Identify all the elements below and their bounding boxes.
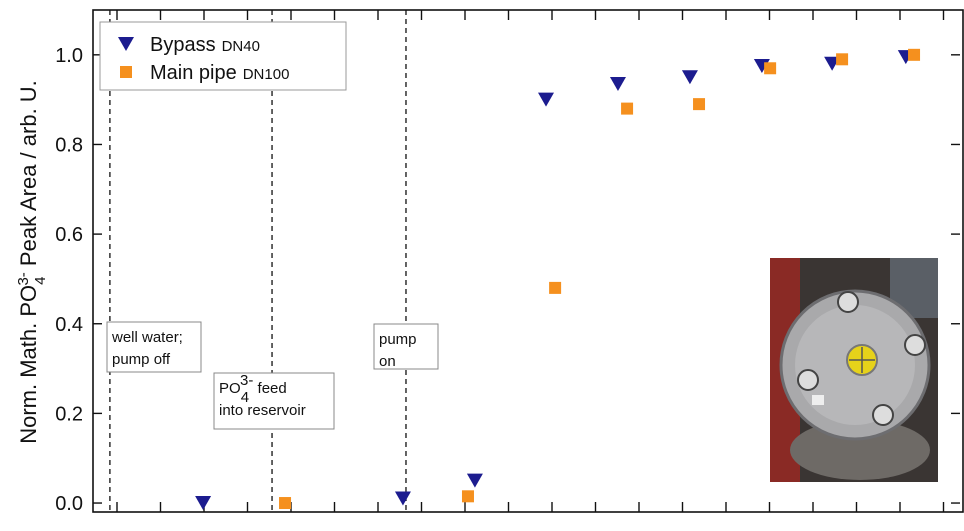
legend-name: Bypass [150, 34, 216, 56]
marker-triangle [538, 92, 555, 107]
legend-marker [120, 66, 132, 78]
plot-frame [92, 9, 964, 513]
legend-label: Main pipe DN100 [150, 62, 289, 84]
annotation-box [373, 323, 439, 370]
annotation-part: 4 [241, 389, 249, 406]
y-tick-label: 0.8 [55, 134, 83, 156]
y-label-part: 4 [32, 277, 49, 285]
annotation-part: into reservoir [219, 402, 306, 419]
marker-triangle [466, 473, 483, 488]
annotation-part: pump [379, 331, 417, 348]
marker-square [836, 53, 849, 66]
y-label-part: Peak Area / arb. U. [16, 80, 41, 272]
marker-square [764, 62, 777, 75]
legend-note: DN100 [243, 66, 290, 83]
marker-square [549, 281, 562, 294]
legend-name: Main pipe [150, 62, 237, 84]
legend-box [99, 21, 347, 91]
annotation-text: into reservoir [219, 402, 306, 419]
marker-square [279, 497, 292, 510]
y-tick-label: 1.0 [55, 45, 83, 67]
annotation-text: PO43- feed [219, 372, 287, 406]
y-label-part: 3- [15, 272, 32, 285]
annotation-box [213, 372, 335, 430]
marker-triangle [394, 491, 411, 506]
y-axis-label: Norm. Math. PO43- Peak Area / arb. U. [15, 80, 49, 444]
annotation-text: on [379, 353, 396, 370]
annotation-text: well water; [111, 329, 183, 346]
marker-triangle [609, 76, 626, 91]
annotation-part: feed [253, 380, 286, 397]
annotation-part: well water; [111, 329, 183, 346]
inset-photo [770, 258, 938, 482]
marker-square [693, 98, 706, 111]
y-tick-label: 0.2 [55, 403, 83, 425]
y-tick-label: 0.0 [55, 493, 83, 515]
annotation-box [106, 321, 202, 373]
annotation-part: 3- [240, 372, 253, 389]
annotation-text: pump off [112, 351, 171, 368]
legend-note: DN40 [222, 38, 260, 55]
legend-marker [118, 37, 134, 51]
y-label-part: Norm. Math. PO [16, 285, 41, 444]
annotation-part: PO [219, 380, 241, 397]
marker-triangle [681, 70, 698, 85]
marker-square [908, 48, 921, 61]
legend-label: Bypass DN40 [150, 34, 260, 56]
marker-square [461, 490, 474, 503]
y-tick-label: 0.4 [55, 314, 83, 336]
annotation-text: pump [379, 331, 417, 348]
annotation-part: on [379, 353, 396, 370]
marker-triangle [195, 496, 212, 511]
annotation-part: pump off [112, 351, 171, 368]
y-tick-label: 0.6 [55, 224, 83, 246]
marker-square [621, 102, 634, 115]
